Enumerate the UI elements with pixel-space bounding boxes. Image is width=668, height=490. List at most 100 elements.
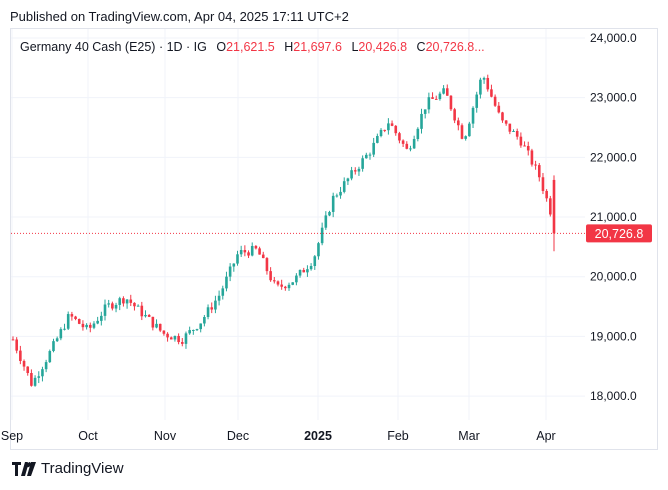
candle-body <box>11 339 15 341</box>
candle-body <box>328 211 331 216</box>
candle-body <box>420 113 423 129</box>
candle-body <box>482 77 486 80</box>
y-tick-label: 24,000.0 <box>590 31 637 45</box>
y-tick-label: 21,000.0 <box>590 210 637 224</box>
candle-body <box>405 143 409 149</box>
candle-body <box>85 324 88 328</box>
candle-body <box>184 333 188 344</box>
legend-symbol: Germany 40 Cash (E25) · 1D · IG <box>20 40 207 54</box>
candle-body <box>350 170 353 179</box>
candle-body <box>96 320 99 324</box>
candle-body <box>390 123 394 126</box>
y-tick-label: 18,000.0 <box>590 389 637 403</box>
candle-body <box>295 275 298 283</box>
last-price-badge <box>586 224 652 243</box>
candle-body <box>276 281 280 285</box>
candle-body <box>383 129 387 131</box>
candle-body <box>431 97 434 99</box>
candle-body <box>133 302 136 307</box>
candle-body <box>111 303 114 309</box>
candle-body <box>81 323 85 328</box>
x-tick-label: Sep <box>1 429 23 443</box>
x-tick-label: Oct <box>78 429 98 443</box>
legend-close-value: 20,726.8... <box>425 40 485 54</box>
candle-body <box>225 276 228 289</box>
candle-body <box>19 350 22 361</box>
candle-body <box>147 314 151 317</box>
published-caption: Published on TradingView.com, Apr 04, 20… <box>10 9 349 24</box>
candle-body <box>401 140 405 144</box>
candle-body <box>526 145 530 151</box>
candle-body <box>136 305 140 307</box>
candle-body <box>412 139 416 149</box>
candle-body <box>177 335 180 343</box>
candle-body <box>265 258 269 272</box>
tradingview-logo[interactable]: TradingView <box>12 460 124 477</box>
candle-body <box>490 89 493 97</box>
legend-low-label: L <box>351 40 359 54</box>
candle-body <box>261 254 265 259</box>
y-tick-label: 23,000.0 <box>590 91 637 105</box>
x-tick-label: Nov <box>154 429 177 443</box>
candle-body <box>158 323 162 331</box>
x-tick-label: Dec <box>227 429 249 443</box>
candle-body <box>342 181 346 192</box>
candle-body <box>180 342 184 344</box>
candle-body <box>291 282 295 285</box>
candle-body <box>284 286 287 289</box>
candle-body <box>515 130 519 137</box>
tradingview-brand: TradingView <box>41 460 124 477</box>
candle-body <box>508 123 512 132</box>
candle-body <box>173 335 177 340</box>
legend-high-label: H <box>284 40 294 54</box>
candle-body <box>254 245 258 249</box>
candle-body <box>486 77 490 90</box>
candle-body <box>155 323 158 328</box>
legend-low-value: 20,426.8 <box>358 40 408 54</box>
candle-body <box>37 376 41 378</box>
candle-body <box>549 198 552 215</box>
candle-body <box>30 372 33 386</box>
last-price-line: 20,726.8 <box>11 224 652 243</box>
legend-high-value: 21,697.6 <box>293 40 342 54</box>
candle-body <box>512 130 515 132</box>
candle-body <box>353 170 357 172</box>
candle-body <box>313 256 317 267</box>
candle-body <box>52 341 55 352</box>
candle-body <box>427 97 431 110</box>
candle-body <box>523 145 526 147</box>
candle-body <box>537 165 541 178</box>
candle-body <box>493 96 497 106</box>
candle-body <box>203 316 206 324</box>
candle-body <box>144 314 147 317</box>
legend: Germany 40 Cash (E25) · 1D · IG O21,621.… <box>20 40 485 54</box>
candle-body <box>320 227 324 244</box>
candle-body <box>460 125 464 139</box>
candle-body <box>118 298 122 305</box>
legend-open-value: 21,621.5 <box>226 40 275 54</box>
candle-body <box>339 191 342 196</box>
y-tick-label: 19,000.0 <box>590 329 637 343</box>
candle-body <box>63 328 66 330</box>
candle-body <box>243 250 247 253</box>
candle-body <box>504 120 508 124</box>
candle-body <box>475 94 479 108</box>
candle-body <box>541 177 545 191</box>
candle-body <box>55 338 59 342</box>
candle-body <box>188 330 191 334</box>
candle-body <box>530 150 534 165</box>
candle-body <box>302 269 306 273</box>
candles <box>11 74 556 387</box>
candle-body <box>232 263 236 267</box>
candle-body <box>365 154 368 159</box>
candle-body <box>331 195 335 212</box>
candle-body <box>33 377 37 386</box>
candle-body <box>468 123 471 137</box>
candle-body <box>88 324 92 328</box>
candle-body <box>398 133 401 141</box>
x-tick-label: Feb <box>387 429 409 443</box>
candle-body <box>103 304 107 316</box>
y-tick-label: 20,000.0 <box>590 270 637 284</box>
candle-body <box>479 79 482 95</box>
